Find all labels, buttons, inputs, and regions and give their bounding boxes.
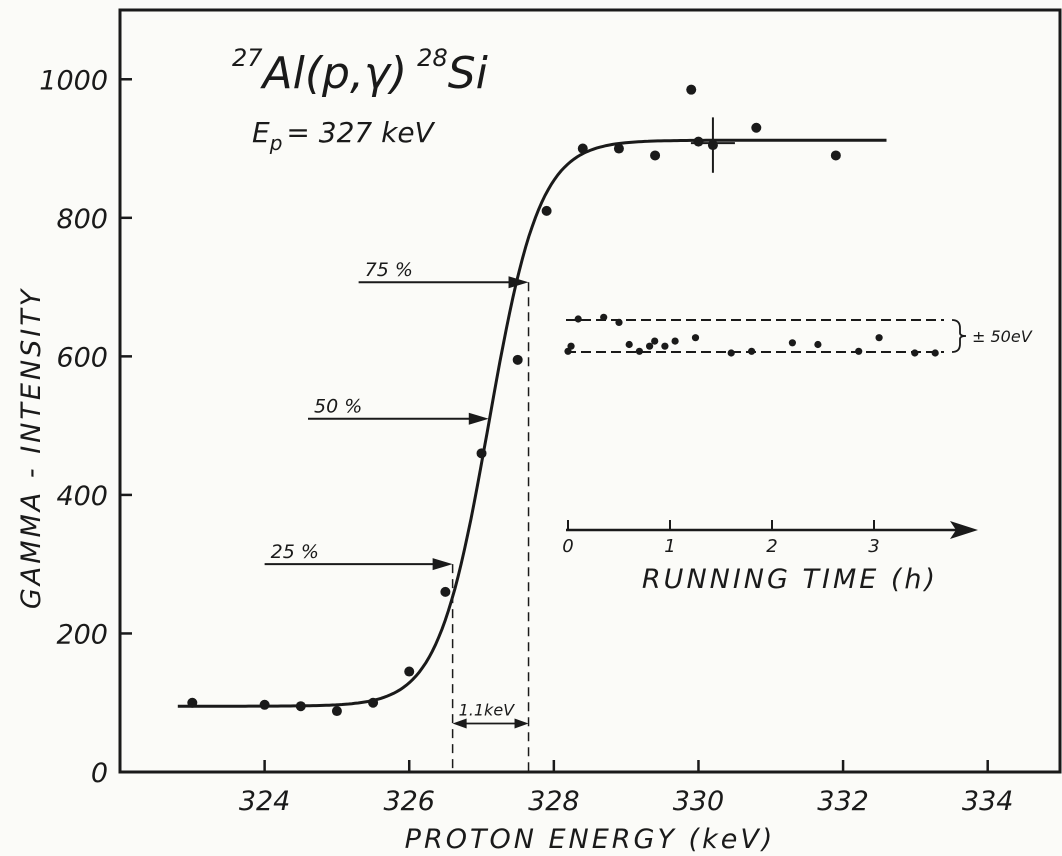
inset-point-17 xyxy=(855,347,863,355)
x-axis-ticks: 324 326 328 330 332 334 xyxy=(239,760,1014,817)
fit-curve xyxy=(177,138,887,708)
y-tick-label-0: 0 xyxy=(91,758,108,789)
error-bar xyxy=(690,117,735,173)
inset-point-7 xyxy=(635,347,644,355)
title-product: Si xyxy=(448,48,489,99)
data-point-7 xyxy=(440,586,451,597)
arrow-75: 75 % xyxy=(358,259,529,289)
inset-point-11 xyxy=(671,337,679,345)
x-tick-label-334: 334 xyxy=(962,786,1014,817)
title-mass-b: 28 xyxy=(417,44,448,72)
data-point-6 xyxy=(404,666,415,677)
inset-axis-title: RUNNING TIME (h) xyxy=(642,564,938,595)
subtitle-symbol: E xyxy=(252,116,270,149)
data-point-9 xyxy=(512,354,523,365)
data-point-5 xyxy=(368,697,379,708)
plot-frame xyxy=(118,8,1062,774)
inset-band-label: ± 50eV xyxy=(972,327,1033,346)
arrow-25: 25 % xyxy=(264,541,453,571)
data-point-18 xyxy=(830,150,841,161)
inset-time-ticks: 0 1 2 3 xyxy=(562,520,880,557)
inset-point-2 xyxy=(567,342,575,350)
inset-point-3 xyxy=(574,315,582,323)
y-tick-label-800: 800 xyxy=(56,204,108,235)
inset-axis-arrow xyxy=(950,521,978,539)
inset-point-10 xyxy=(661,342,669,350)
subtitle-value: = 327 keV xyxy=(286,116,435,149)
data-point-17 xyxy=(751,122,762,133)
inset-point-12 xyxy=(691,334,700,342)
data-point-4 xyxy=(331,706,342,717)
data-point-13 xyxy=(650,150,661,161)
inset-point-9 xyxy=(651,337,659,345)
inset-point-13 xyxy=(727,349,735,357)
inset-point-4 xyxy=(600,313,608,321)
inset-tick-label-2: 2 xyxy=(766,536,777,557)
data-point-12 xyxy=(613,143,624,154)
inset-point-15 xyxy=(788,339,797,347)
y-tick-label-600: 600 xyxy=(56,342,108,373)
y-tick-label-200: 200 xyxy=(56,619,108,650)
data-point-8 xyxy=(476,448,487,459)
data-point-14 xyxy=(686,84,697,95)
x-tick-label-328: 328 xyxy=(528,786,580,817)
inset-point-20 xyxy=(931,349,939,357)
data-point-3 xyxy=(295,701,306,712)
width-arrow-head-left xyxy=(452,718,467,729)
data-point-1 xyxy=(187,697,198,708)
y-tick-label-1000: 1000 xyxy=(39,65,108,96)
y-axis-title: GAMMA - INTENSITY xyxy=(16,287,47,609)
chart-subtitle: Ep = 327 keV xyxy=(252,116,436,155)
inset-tick-label-3: 3 xyxy=(868,536,879,557)
title-reaction: Al(p,γ) xyxy=(260,48,408,99)
width-label: 1.1keV xyxy=(459,701,516,720)
inset-running-time: ± 50eV 0 1 2 3 RUNNING TIME (h) xyxy=(562,313,1033,595)
x-axis-title: PROTON ENERGY (keV) xyxy=(405,824,776,855)
inset-tick-label-1: 1 xyxy=(664,536,675,557)
width-indicator: 1.1keV xyxy=(452,701,529,729)
inset-points xyxy=(564,313,939,357)
data-point-15 xyxy=(693,136,704,147)
x-tick-label-332: 332 xyxy=(817,786,869,817)
chart-title: 27Al(p,γ) 28Si xyxy=(232,44,489,99)
arrow-75-head xyxy=(508,276,529,289)
arrow-50-head xyxy=(468,412,489,425)
data-point-2 xyxy=(259,699,270,710)
inset-point-8 xyxy=(646,342,654,350)
subtitle-subscript: p xyxy=(269,131,283,155)
inset-point-6 xyxy=(625,340,633,349)
inset-tick-label-0: 0 xyxy=(562,536,573,557)
data-point-10 xyxy=(541,205,552,216)
data-point-11 xyxy=(577,143,588,154)
data-points xyxy=(187,84,841,717)
y-tick-label-400: 400 xyxy=(56,481,108,512)
x-tick-label-326: 326 xyxy=(383,786,435,817)
inset-band-brace xyxy=(951,319,967,353)
label-25-percent: 25 % xyxy=(271,541,319,563)
inset-point-18 xyxy=(875,334,883,342)
inset-point-16 xyxy=(814,340,822,349)
label-75-percent: 75 % xyxy=(365,259,413,281)
width-arrow-head-right xyxy=(514,718,529,729)
label-50-percent: 50 % xyxy=(314,396,362,418)
inset-point-5 xyxy=(615,318,623,326)
x-tick-label-324: 324 xyxy=(239,786,291,817)
inset-point-19 xyxy=(911,349,919,357)
inset-point-14 xyxy=(748,347,756,355)
arrow-25-head xyxy=(432,558,453,571)
title-mass-a: 27 xyxy=(232,44,263,72)
x-tick-label-330: 330 xyxy=(673,786,725,817)
arrow-50: 50 % xyxy=(308,396,489,425)
y-axis-ticks: 0 200 400 600 800 1000 xyxy=(39,65,132,789)
